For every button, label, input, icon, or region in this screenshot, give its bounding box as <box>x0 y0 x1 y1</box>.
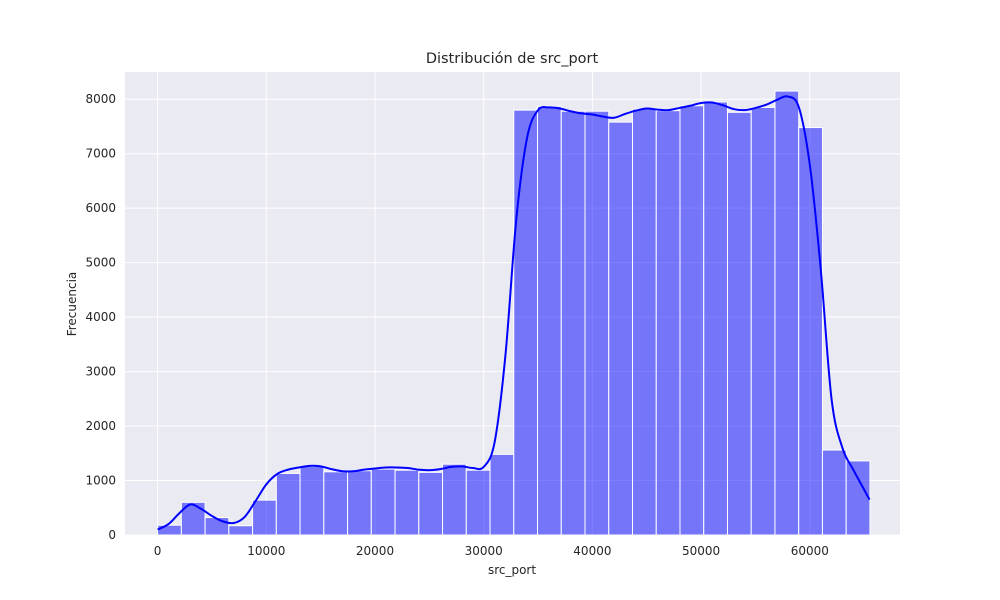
y-tick-label: 5000 <box>85 256 116 270</box>
histogram-bar <box>465 469 491 536</box>
histogram-bar <box>750 106 776 536</box>
histogram-bar <box>442 463 467 536</box>
histogram-bar <box>370 468 396 536</box>
histogram-bar <box>347 470 372 536</box>
histogram-bar <box>821 449 847 536</box>
histogram-bar <box>323 471 349 536</box>
histogram-bar <box>679 105 705 536</box>
histogram-bar <box>608 121 633 536</box>
y-tick-label: 2000 <box>85 419 116 433</box>
histogram-bar <box>584 110 610 536</box>
y-tick-label: 4000 <box>85 310 116 324</box>
histogram-bar <box>703 101 728 536</box>
histogram-bar <box>774 90 800 536</box>
histogram-bar <box>845 460 871 536</box>
kde-curve <box>157 95 871 531</box>
x-tick-labels: 0 10000 20000 30000 40000 50000 60000 <box>154 544 829 558</box>
histogram-bar <box>394 469 420 536</box>
histogram-bar <box>537 105 562 536</box>
x-axis-label: src_port <box>488 563 536 577</box>
x-tick-label: 30000 <box>465 544 503 558</box>
x-tick-label: 10000 <box>247 544 285 558</box>
histogram-bar <box>204 517 230 536</box>
y-tick-label: 6000 <box>85 201 116 215</box>
histogram-bar <box>157 524 182 536</box>
x-tick-label: 50000 <box>682 544 720 558</box>
x-tick-label: 0 <box>154 544 162 558</box>
y-tick-label: 1000 <box>85 474 116 488</box>
histogram-bar <box>560 110 586 536</box>
histogram-bar <box>418 471 444 536</box>
histogram-bar <box>798 127 823 536</box>
y-tick-label: 7000 <box>85 147 116 161</box>
chart-title: Distribución de src_port <box>426 51 599 67</box>
histogram-bar <box>275 472 301 536</box>
y-tick-labels: 0 1000 2000 3000 4000 5000 6000 7000 8000 <box>85 92 116 542</box>
histogram-bar <box>513 109 539 536</box>
histogram-bar <box>632 108 657 536</box>
x-tick-label: 20000 <box>356 544 394 558</box>
y-axis-label: Frecuencia <box>65 272 79 337</box>
histogram-bar <box>299 465 325 536</box>
x-tick-label: 40000 <box>573 544 611 558</box>
y-tick-label: 8000 <box>85 92 116 106</box>
histogram-bar <box>726 111 752 536</box>
histogram-bar <box>228 525 254 536</box>
histogram-bar <box>252 499 277 536</box>
histogram-bar <box>489 453 515 536</box>
histogram-bar <box>655 110 681 536</box>
y-tick-label: 3000 <box>85 365 116 379</box>
x-tick-label: 60000 <box>791 544 829 558</box>
y-tick-label: 0 <box>108 528 116 542</box>
